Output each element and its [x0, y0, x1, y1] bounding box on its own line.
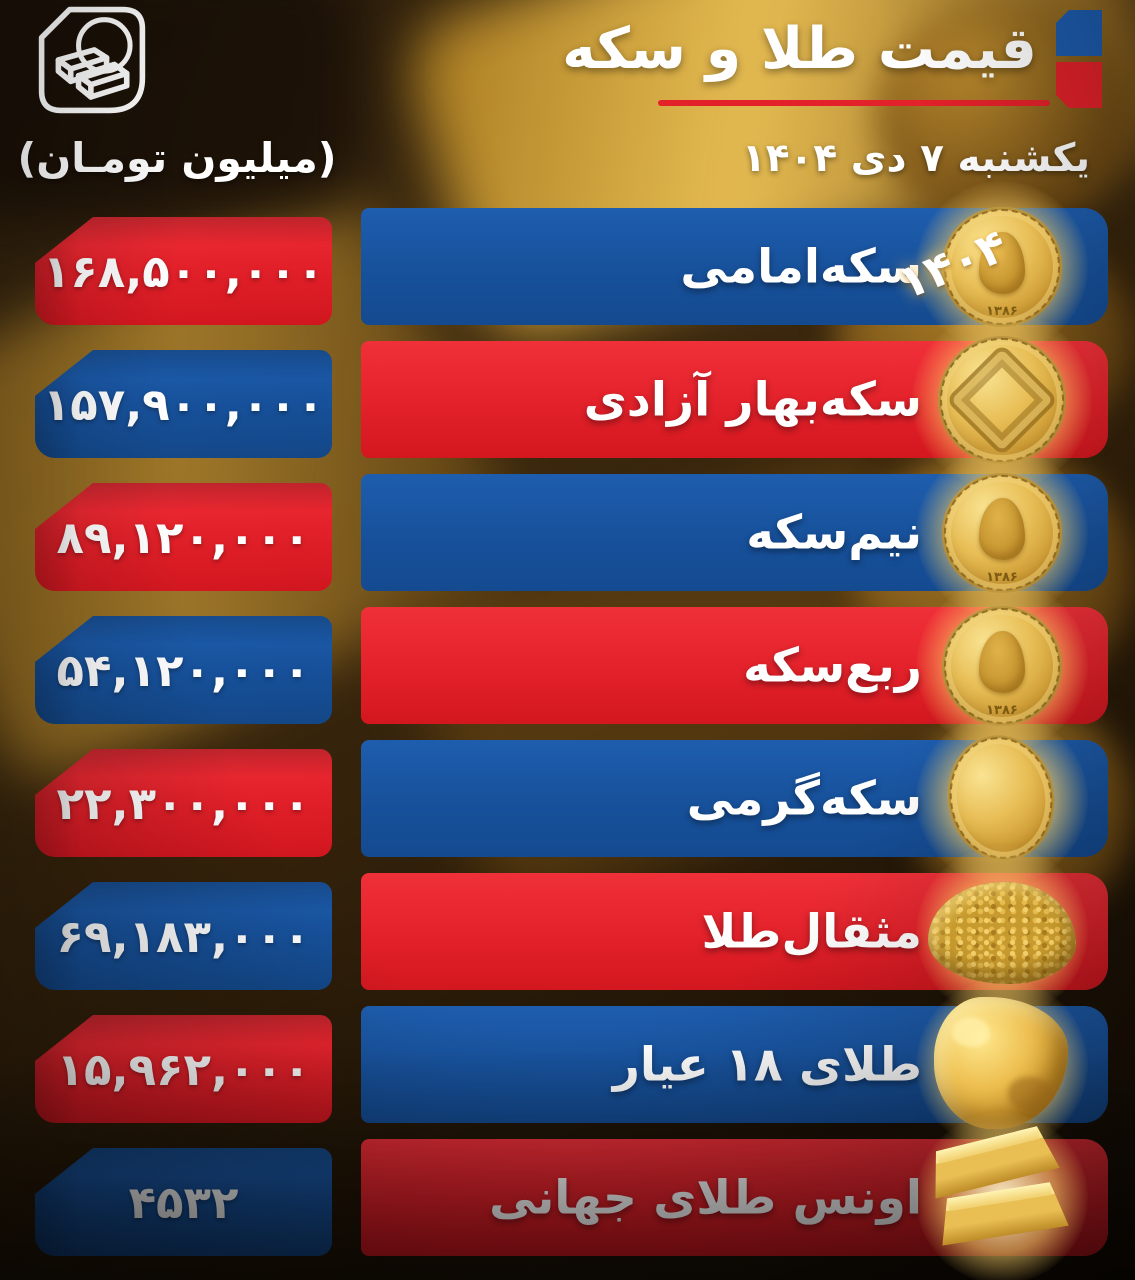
item-label: مثقال‌طلا — [701, 904, 923, 959]
price-box: ۴۵۳۲ — [35, 1148, 332, 1256]
item-bar: سکه‌امامی ۱۳۸۶ ۱۴۰۴ — [361, 180, 1108, 353]
price-value: ۱۶۸,۵۰۰,۰۰۰ — [42, 244, 325, 298]
item-label: نیم‌سکه — [746, 505, 922, 560]
price-row-18k-gold: طلای ۱۸ عیار ۱۵,۹۶۲,۰۰۰ — [0, 978, 1135, 1151]
item-bar: طلای ۱۸ عیار — [361, 978, 1108, 1151]
price-value: ۱۵۷,۹۰۰,۰۰۰ — [42, 377, 325, 431]
price-row-half-coin: نیم‌سکه ۱۳۸۶ ۸۹,۱۲۰,۰۰۰ — [0, 446, 1135, 619]
title-underline — [658, 100, 1050, 106]
red-square-icon — [1056, 62, 1102, 108]
price-box: ۲۲,۳۰۰,۰۰۰ — [35, 749, 332, 857]
item-label: سکه‌گرمی — [686, 771, 922, 826]
price-row-mesghal: مثقال‌طلا ۶۹,۱۸۳,۰۰۰ — [0, 845, 1135, 1018]
gold-bars-coin-logo-icon — [33, 4, 151, 116]
price-row-global-ounce: اونس طلای جهانی ۴۵۳۲ — [0, 1111, 1135, 1280]
price-box: ۶۹,۱۸۳,۰۰۰ — [35, 882, 332, 990]
price-box: ۸۹,۱۲۰,۰۰۰ — [35, 483, 332, 591]
item-label: ربع‌سکه — [743, 638, 922, 693]
price-value: ۶۹,۱۸۳,۰۰۰ — [56, 909, 311, 963]
quarter-coin-icon: ۱۳۸۶ — [916, 579, 1088, 752]
date-label: یکشنبه ۷ دی ۱۴۰۴ — [741, 136, 1090, 181]
price-row-emami: سکه‌امامی ۱۳۸۶ ۱۴۰۴ ۱۶۸,۵۰۰,۰۰۰ — [0, 180, 1135, 353]
gold-granules-icon — [916, 845, 1088, 1018]
price-value: ۱۵,۹۶۲,۰۰۰ — [56, 1042, 311, 1096]
emami-coin-icon: ۱۳۸۶ ۱۴۰۴ — [890, 180, 1088, 353]
brand-mark-icon — [1056, 10, 1102, 108]
price-value: ۴۵۳۲ — [128, 1175, 239, 1229]
bahar-azadi-coin-icon — [912, 309, 1092, 490]
price-row-bahar-azadi: سکه‌بهار آزادی ۱۵۷,۹۰۰,۰۰۰ — [0, 309, 1135, 490]
item-bar: سکه‌بهار آزادی — [361, 309, 1108, 490]
item-label: سکه‌بهار آزادی — [583, 372, 922, 427]
item-bar: سکه‌گرمی — [361, 712, 1108, 885]
price-box: ۵۴,۱۲۰,۰۰۰ — [35, 616, 332, 724]
item-bar: مثقال‌طلا — [361, 845, 1108, 1018]
blue-square-icon — [1056, 10, 1102, 56]
gram-coin-icon — [916, 712, 1088, 885]
price-value: ۲۲,۳۰۰,۰۰۰ — [56, 776, 311, 830]
price-box: ۱۶۸,۵۰۰,۰۰۰ — [35, 217, 332, 325]
gold-bars-icon — [916, 1111, 1088, 1280]
gold-nugget-icon — [916, 978, 1088, 1151]
item-label: طلای ۱۸ عیار — [612, 1037, 922, 1092]
item-label: اونس طلای جهانی — [489, 1170, 922, 1225]
item-bar: اونس طلای جهانی — [361, 1111, 1108, 1280]
price-row-quarter-coin: ربع‌سکه ۱۳۸۶ ۵۴,۱۲۰,۰۰۰ — [0, 579, 1135, 752]
price-box: ۱۵,۹۶۲,۰۰۰ — [35, 1015, 332, 1123]
page-title: قیمت طلا و سکه — [562, 16, 1037, 82]
price-value: ۸۹,۱۲۰,۰۰۰ — [56, 510, 311, 564]
item-bar: ربع‌سکه ۱۳۸۶ — [361, 579, 1108, 752]
item-label: سکه‌امامی — [680, 239, 922, 294]
half-coin-icon: ۱۳۸۶ — [916, 446, 1088, 619]
unit-label: (میلیون تومـان) — [17, 134, 337, 182]
item-bar: نیم‌سکه ۱۳۸۶ — [361, 446, 1108, 619]
price-row-gram-coin: سکه‌گرمی ۲۲,۳۰۰,۰۰۰ — [0, 712, 1135, 885]
price-box: ۱۵۷,۹۰۰,۰۰۰ — [35, 350, 332, 458]
price-value: ۵۴,۱۲۰,۰۰۰ — [56, 643, 311, 697]
